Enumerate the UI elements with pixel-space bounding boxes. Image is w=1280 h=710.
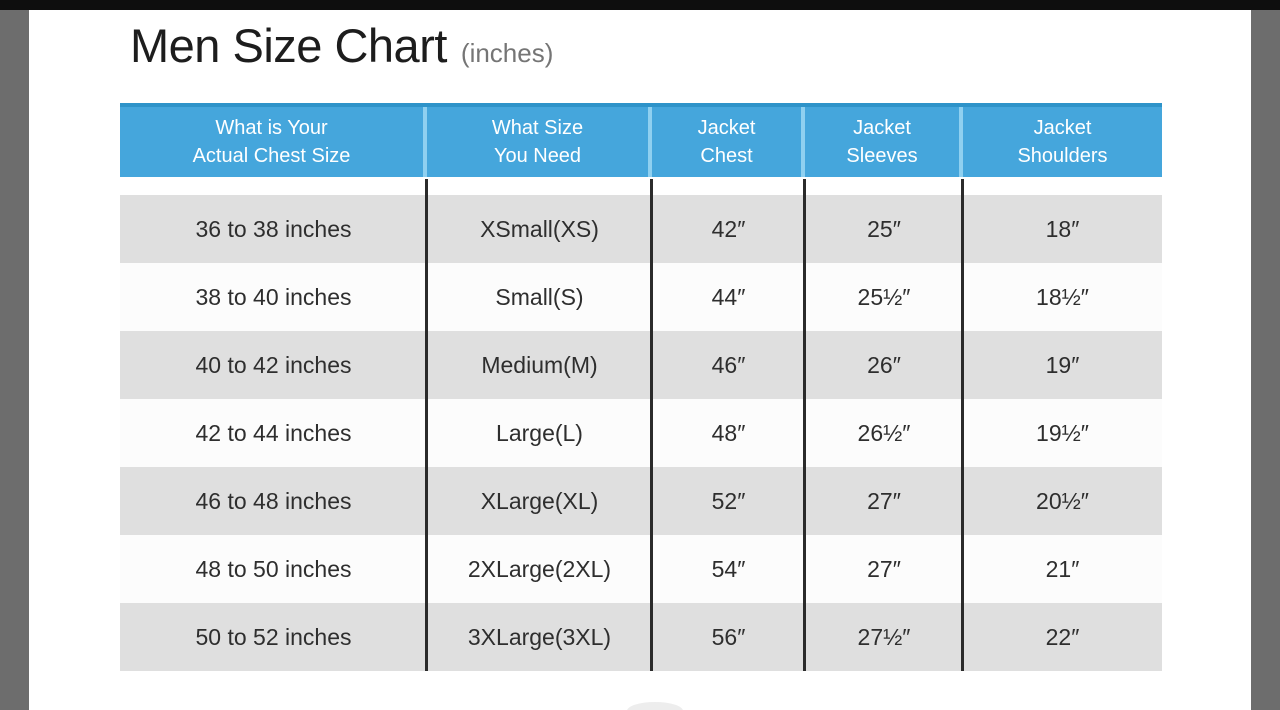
cell-jacket-chest: 56″ <box>711 623 746 650</box>
header-body-gap <box>120 177 1162 195</box>
cell-size-name: Large(L) <box>496 419 583 446</box>
header-line: Actual Chest Size <box>192 145 351 167</box>
header-line: You Need <box>493 145 582 167</box>
header-line: Chest <box>700 145 753 167</box>
cell-jacket-sleeves: 25″ <box>867 215 901 242</box>
cell-jacket-shoulders: 19″ <box>1045 351 1080 378</box>
cell-chest-range: 36 to 38 inches <box>195 215 352 242</box>
column-divider <box>650 179 653 671</box>
cell-chest-range: 46 to 48 inches <box>195 487 352 514</box>
cell-jacket-sleeves: 27″ <box>867 555 901 582</box>
cell-jacket-shoulders: 22″ <box>1045 623 1080 650</box>
cell-size-name: 2XLarge(2XL) <box>467 555 612 582</box>
cell-jacket-sleeves: 27½″ <box>857 623 911 650</box>
column-divider <box>425 179 428 671</box>
cell-jacket-sleeves: 26″ <box>867 351 901 378</box>
table-row: 48 to 50 inches 2XLarge(2XL) 54″ 27″ 21″ <box>120 535 1162 603</box>
column-divider <box>803 179 806 671</box>
header-chest-size: What is Your Actual Chest Size <box>120 107 427 177</box>
cell-chest-range: 38 to 40 inches <box>195 283 352 310</box>
cell-size-name: XSmall(XS) <box>480 215 599 242</box>
cell-jacket-shoulders: 19½″ <box>1036 419 1089 446</box>
header-jacket-shoulders: Jacket Shoulders <box>963 107 1162 177</box>
top-black-bar <box>0 0 1280 10</box>
header-line: Sleeves <box>846 145 918 167</box>
cell-jacket-sleeves: 25½″ <box>857 283 911 310</box>
header-line: What is Your <box>215 117 328 139</box>
table-header-row: What is Your Actual Chest Size What Size… <box>120 103 1162 177</box>
table-row: 40 to 42 inches Medium(M) 46″ 26″ 19″ <box>120 331 1162 399</box>
page-title-main: Men Size Chart <box>130 19 447 72</box>
cell-jacket-chest: 42″ <box>711 215 746 242</box>
header-line: Jacket <box>853 117 911 139</box>
header-jacket-sleeves: Jacket Sleeves <box>805 107 963 177</box>
left-edge-strip <box>0 10 29 710</box>
bottom-edge-artifact <box>627 702 683 710</box>
cell-size-name: Medium(M) <box>481 351 598 378</box>
table-row: 36 to 38 inches XSmall(XS) 42″ 25″ 18″ <box>120 195 1162 263</box>
cell-jacket-sleeves: 26½″ <box>857 419 911 446</box>
cell-jacket-shoulders: 18″ <box>1045 215 1080 242</box>
page-title: Men Size Chart (inches) <box>130 18 553 73</box>
page-title-units: (inches) <box>460 38 554 68</box>
cell-jacket-sleeves: 27″ <box>867 487 901 514</box>
table-row: 42 to 44 inches Large(L) 48″ 26½″ 19½″ <box>120 399 1162 467</box>
cell-jacket-chest: 44″ <box>711 283 746 310</box>
header-line: Shoulders <box>1017 145 1108 167</box>
cell-chest-range: 40 to 42 inches <box>195 351 352 378</box>
header-size-needed: What Size You Need <box>427 107 652 177</box>
cell-jacket-shoulders: 21″ <box>1045 555 1080 582</box>
cell-jacket-shoulders: 20½″ <box>1036 487 1089 514</box>
table-row: 50 to 52 inches 3XLarge(3XL) 56″ 27½″ 22… <box>120 603 1162 671</box>
cell-size-name: 3XLarge(3XL) <box>467 623 612 650</box>
header-line: Jacket <box>697 117 756 139</box>
table-row: 38 to 40 inches Small(S) 44″ 25½″ 18½″ <box>120 263 1162 331</box>
column-divider <box>961 179 964 671</box>
table-row: 46 to 48 inches XLarge(XL) 52″ 27″ 20½″ <box>120 467 1162 535</box>
header-line: What Size <box>491 117 584 139</box>
size-chart-table: What is Your Actual Chest Size What Size… <box>120 103 1162 671</box>
header-jacket-chest: Jacket Chest <box>652 107 805 177</box>
cell-jacket-chest: 54″ <box>711 555 746 582</box>
cell-jacket-shoulders: 18½″ <box>1036 283 1089 310</box>
cell-jacket-chest: 46″ <box>711 351 746 378</box>
cell-size-name: Small(S) <box>495 283 584 310</box>
cell-chest-range: 50 to 52 inches <box>195 623 352 650</box>
cell-jacket-chest: 48″ <box>711 419 746 446</box>
cell-jacket-chest: 52″ <box>711 487 746 514</box>
cell-chest-range: 48 to 50 inches <box>195 555 352 582</box>
cell-chest-range: 42 to 44 inches <box>195 419 352 446</box>
header-line: Jacket <box>1033 117 1092 139</box>
cell-size-name: XLarge(XL) <box>480 487 599 514</box>
right-edge-strip <box>1251 10 1280 710</box>
